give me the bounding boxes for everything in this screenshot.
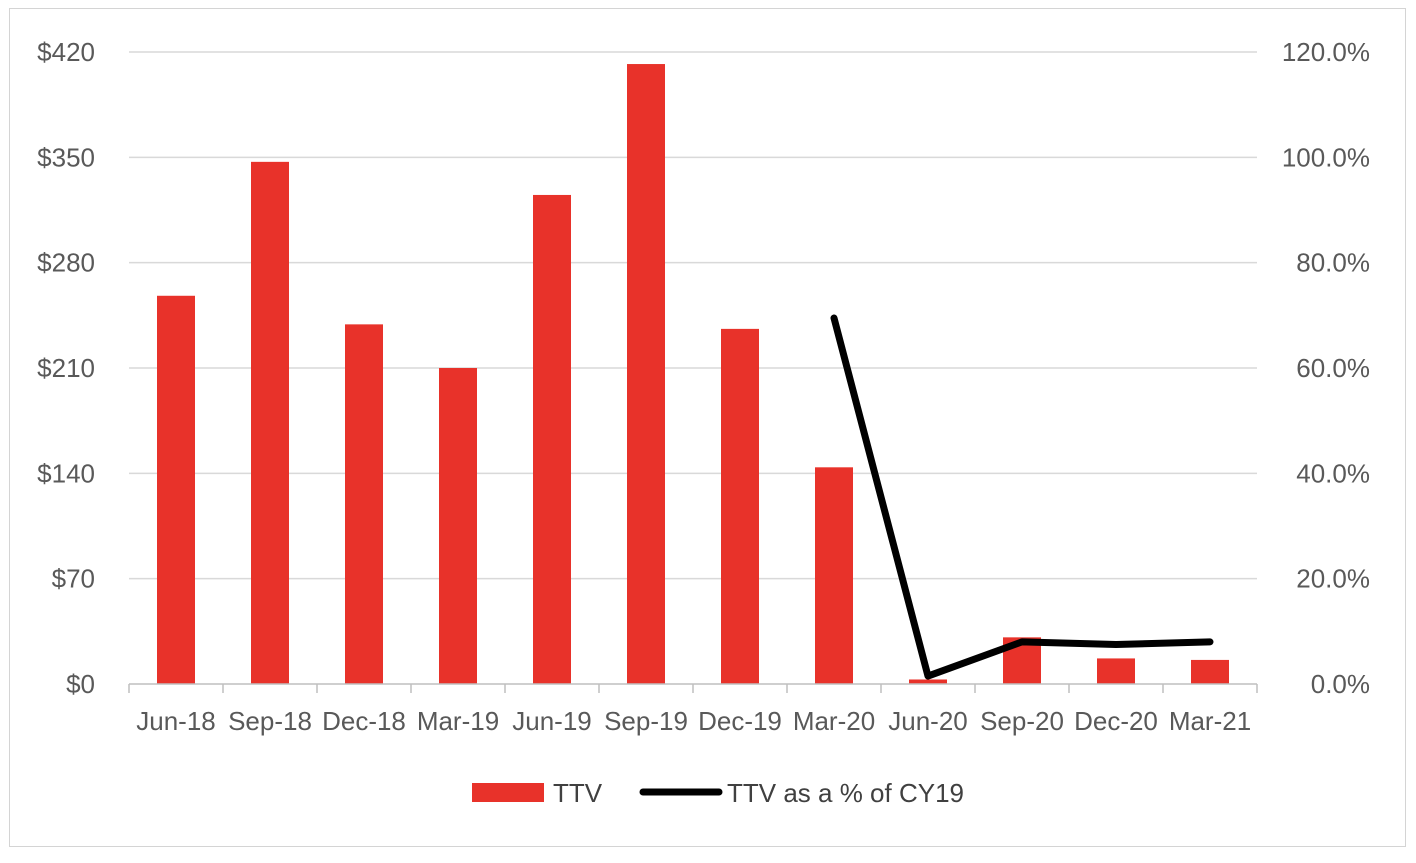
y-right-tick-label: 40.0%: [1296, 458, 1370, 488]
y-right-tick-label: 0.0%: [1311, 669, 1370, 699]
y-left-tick-label: $210: [37, 353, 95, 383]
x-tick-label: Dec-18: [322, 706, 406, 736]
y-left-tick-label: $140: [37, 458, 95, 488]
y-left-tick-label: $0: [66, 669, 95, 699]
bar-mar-20: [815, 467, 853, 684]
legend: TTV TTV as a % of CY19: [472, 778, 964, 808]
x-tick-label: Sep-19: [604, 706, 688, 736]
x-tick-label: Dec-19: [698, 706, 782, 736]
axes: [128, 683, 1258, 693]
bar-mar-19: [439, 368, 477, 684]
bar-dec-20: [1097, 658, 1135, 684]
legend-label-ttv-pct: TTV as a % of CY19: [727, 778, 964, 808]
y-axis-right-ticks: 0.0% 20.0% 40.0% 60.0% 80.0% 100.0% 120.0%: [1282, 37, 1370, 699]
gridlines: [129, 51, 1257, 580]
x-tick-label: Mar-21: [1169, 706, 1251, 736]
bar-dec-19: [721, 328, 759, 684]
y-right-tick-label: 60.0%: [1296, 353, 1370, 383]
x-tick-label: Mar-20: [793, 706, 875, 736]
bar-series-ttv: [157, 64, 1229, 685]
x-tick-label: Sep-20: [980, 706, 1064, 736]
x-tick-label: Jun-18: [136, 706, 216, 736]
bar-mar-21: [1191, 659, 1229, 684]
x-tick-label: Dec-20: [1074, 706, 1158, 736]
x-tick-label: Jun-19: [512, 706, 592, 736]
line-series-ttv-pct: [830, 314, 1214, 680]
y-right-tick-label: 120.0%: [1282, 37, 1370, 67]
y-left-tick-label: $350: [37, 142, 95, 172]
y-right-tick-label: 20.0%: [1296, 564, 1370, 594]
x-axis-ticks: Jun-18 Sep-18 Dec-18 Mar-19 Jun-19 Sep-19 Dec-…: [136, 706, 1251, 736]
y-right-tick-label: 100.0%: [1282, 142, 1370, 172]
bar-jun-19: [533, 194, 571, 684]
y-left-tick-label: $70: [52, 564, 95, 594]
legend-swatch-ttv: [472, 783, 544, 802]
y-left-tick-label: $280: [37, 248, 95, 278]
bar-jun-18: [157, 295, 195, 684]
bar-sep-19: [627, 64, 665, 685]
x-tick-label: Mar-19: [417, 706, 499, 736]
legend-label-ttv: TTV: [553, 778, 603, 808]
y-left-tick-label: $420: [37, 37, 95, 67]
x-tick-label: Jun-20: [888, 706, 968, 736]
bar-dec-18: [345, 324, 383, 684]
y-axis-left-ticks: $0 $70 $140 $210 $280 $350 $420: [37, 37, 95, 699]
x-tick-label: Sep-18: [228, 706, 312, 736]
bar-jun-20: [909, 679, 947, 684]
bar-sep-18: [251, 161, 289, 684]
y-right-tick-label: 80.0%: [1296, 248, 1370, 278]
line-ttv-pct: [830, 314, 1214, 680]
chart-frame: [9, 8, 1406, 847]
